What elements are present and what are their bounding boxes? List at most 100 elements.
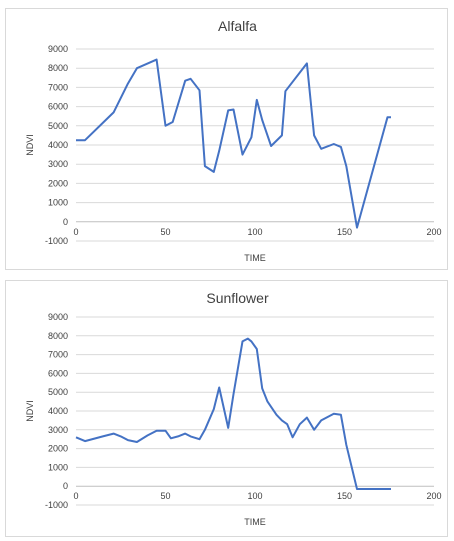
data-point [280,134,283,137]
data-point [313,428,316,431]
y-tick-label: 9000 [48,44,68,54]
data-point [356,488,359,491]
y-tick-label: -1000 [45,236,68,246]
alfalfa-chart-panel: Alfalfa -1000 0 1000 2000 3000 4000 5000 6000 700… [5,8,448,270]
sunflower-chart: Sunflower-100001000200030004000500060007… [25,290,442,527]
y-tick-label: 5000 [48,121,68,131]
alfalfa-chart: Alfalfa-10000100020003000400050006000700… [25,18,442,263]
data-point [386,116,389,119]
data-point [275,413,278,416]
data-point [112,111,115,114]
data-point [198,438,201,441]
y-tick-label: 6000 [48,368,68,378]
data-point [189,77,192,80]
data-point [135,67,138,70]
data-point [189,435,192,438]
sunflower-chart-panel: Sunflower -1000 0 1000 2000 3000 4000 5000 6000 7… [5,280,448,537]
y-tick-label: 6000 [48,102,68,112]
sunflower-chart-title: Sunflower [206,290,269,306]
y-tick-label: 1000 [48,198,68,208]
data-point [155,58,158,61]
data-point [212,170,215,173]
data-point [227,109,230,112]
data-point [218,386,221,389]
y-tick-label: 0 [63,481,68,491]
data-point [146,434,149,437]
data-point [286,423,289,426]
data-point [284,90,287,93]
data-point [171,120,174,123]
data-point [203,165,206,168]
x-axis-label: TIME [244,253,266,263]
data-point [345,443,348,446]
data-point [241,153,244,156]
x-tick-label: 200 [426,491,441,501]
x-axis-label: TIME [244,517,266,527]
x-tick-label: 100 [247,227,262,237]
data-point [112,432,115,435]
x-tick-label: 200 [426,227,441,237]
x-tick-label: 150 [337,227,352,237]
sunflower-ndvi-series-line [75,337,391,490]
data-point [218,149,221,152]
data-point [250,136,253,139]
data-point [164,124,167,127]
data-point [126,82,129,85]
y-tick-label: 7000 [48,350,68,360]
y-tick-label: 2000 [48,178,68,188]
y-tick-label: 1000 [48,462,68,472]
data-point [246,337,249,340]
x-tick-label: 150 [337,491,352,501]
data-point [212,408,215,411]
y-tick-label: 0 [63,217,68,227]
data-point [75,139,78,142]
x-tick-label: 50 [160,227,170,237]
data-point [177,435,180,438]
y-tick-label: 3000 [48,425,68,435]
data-point [241,340,244,343]
data-point [261,387,264,390]
data-point [390,488,393,491]
x-tick-label: 0 [73,491,78,501]
data-point [320,147,323,150]
y-tick-label: 4000 [48,140,68,150]
y-axis-label: NDVI [25,400,35,422]
data-point [339,413,342,416]
data-point [184,432,187,435]
data-point [198,89,201,92]
y-tick-label: 2000 [48,444,68,454]
data-point [305,62,308,65]
data-point [390,116,393,119]
y-tick-label: -1000 [45,500,68,510]
data-point [232,108,235,111]
data-point [332,143,335,146]
data-point [83,139,86,142]
data-point [280,419,283,422]
alfalfa-ndvi-series-line [76,58,391,229]
data-point [83,440,86,443]
data-point [291,436,294,439]
data-point [164,429,167,432]
y-tick-label: 5000 [48,387,68,397]
data-point [339,145,342,148]
x-tick-label: 0 [73,227,78,237]
data-point [255,347,258,350]
data-point [119,435,122,438]
data-point [320,419,323,422]
data-point [184,79,187,82]
x-tick-label: 50 [160,491,170,501]
data-point [75,436,78,439]
data-point [313,134,316,137]
y-axis-label: NDVI [25,134,35,156]
data-point [255,98,258,101]
data-point [356,226,359,229]
y-tick-label: 4000 [48,406,68,416]
alfalfa-chart-title: Alfalfa [218,18,257,34]
y-tick-label: 3000 [48,159,68,169]
data-point [101,435,104,438]
y-tick-label: 8000 [48,331,68,341]
data-point [250,340,253,343]
data-point [126,439,129,442]
data-point [135,441,138,444]
data-point [261,119,264,122]
